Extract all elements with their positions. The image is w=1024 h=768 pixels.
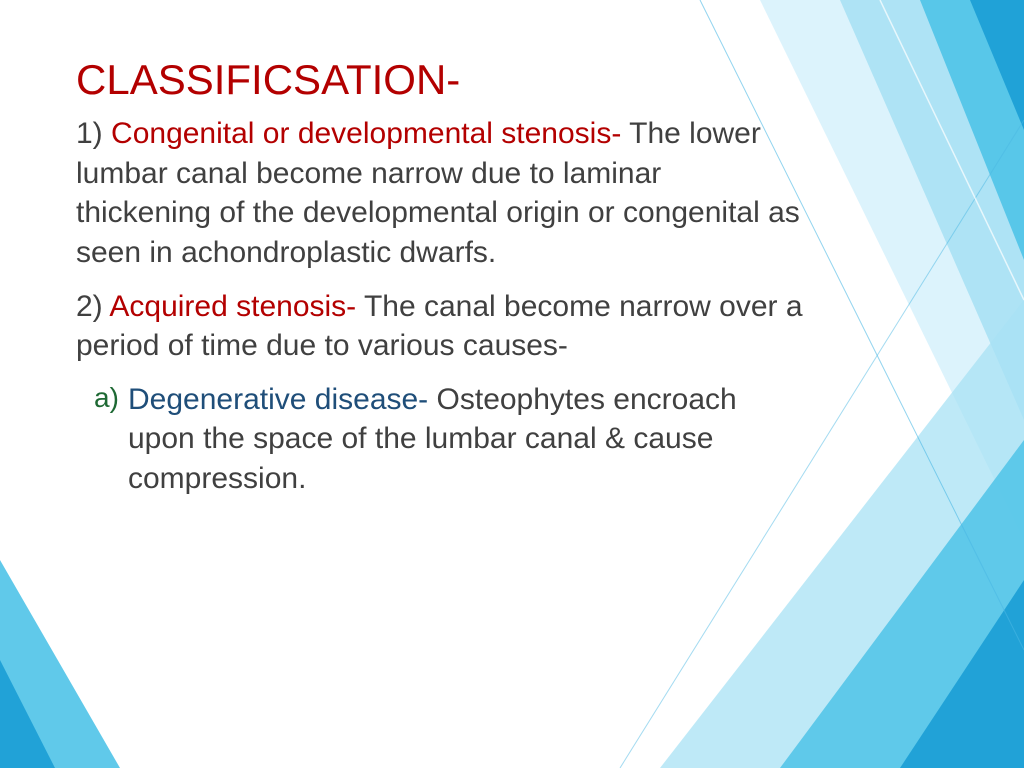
sub-item-heading: Degenerative disease- bbox=[128, 383, 428, 416]
item-number: 2) bbox=[76, 290, 103, 323]
sub-item-marker: a) bbox=[94, 380, 119, 417]
list-item-1: 1) Congenital or developmental stenosis-… bbox=[76, 114, 804, 272]
sub-list-item-a: a) Degenerative disease- Osteophytes enc… bbox=[76, 380, 804, 499]
list-item-2: 2) Acquired stenosis- The canal become n… bbox=[76, 287, 804, 366]
item-heading: Acquired stenosis- bbox=[109, 290, 356, 323]
slide-title: CLASSIFICSATION- bbox=[76, 56, 804, 104]
item-heading: Congenital or developmental stenosis- bbox=[111, 117, 621, 150]
content-area: CLASSIFICSATION- 1) Congenital or develo… bbox=[0, 0, 1024, 499]
slide: CLASSIFICSATION- 1) Congenital or develo… bbox=[0, 0, 1024, 768]
item-number: 1) bbox=[76, 117, 103, 150]
